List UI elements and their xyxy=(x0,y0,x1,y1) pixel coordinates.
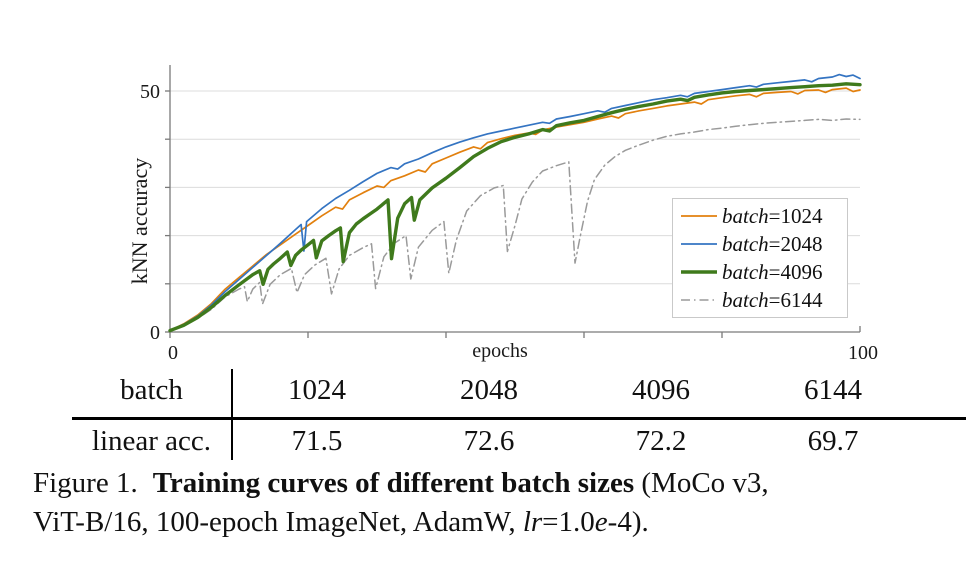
caption-segment: -4). xyxy=(607,506,649,538)
legend-label-value: =1024 xyxy=(768,203,823,228)
caption-segment: ViT-B/16, 100-epoch ImageNet, AdamW, xyxy=(33,506,523,538)
series-line-batch-2048 xyxy=(169,73,861,332)
legend-label-variable: batch xyxy=(722,203,769,228)
table-vertical-rule xyxy=(231,369,233,460)
series-line-batch-4096 xyxy=(168,82,862,333)
legend-label: batch=2048 xyxy=(722,232,823,257)
table-row-label: linear acc. xyxy=(91,425,212,457)
legend-label-value: =6144 xyxy=(768,287,823,312)
x-tick-label: 0 xyxy=(168,342,178,362)
caption-line: ViT-B/16, 100-epoch ImageNet, AdamW, lr=… xyxy=(33,503,958,542)
legend-label-variable: batch xyxy=(722,259,769,284)
caption-segment: (MoCo v3, xyxy=(634,467,769,499)
results-table: batch 1024 2048 4096 6144 linear acc. 71.5 72.… xyxy=(72,366,966,460)
caption-line: Figure 1. Training curves of different ba… xyxy=(33,464,958,503)
figure-caption: Figure 1. Training curves of different ba… xyxy=(33,464,958,542)
legend-label: batch=6144 xyxy=(722,288,823,313)
table-cell: 72.6 xyxy=(463,425,515,457)
y-axis-title: kNN accuracy xyxy=(127,158,152,284)
legend-label-variable: batch xyxy=(722,287,769,312)
chart-legend: batch=1024 batch=2048 batch=4096 batch=6144 xyxy=(672,198,848,318)
legend-line-sample xyxy=(681,270,717,274)
legend-item-batch-1024: batch=1024 xyxy=(673,204,847,229)
table-header-row: batch 1024 2048 4096 6144 xyxy=(72,366,919,414)
table-cell: 72.2 xyxy=(635,425,687,457)
y-tick-label: 0 xyxy=(150,322,160,344)
series-line-batch-6144 xyxy=(169,118,861,332)
table-cell: 71.5 xyxy=(291,425,343,457)
y-tick-label: 50 xyxy=(140,81,160,103)
caption-segment: =1.0 xyxy=(542,506,595,538)
caption-segment: lr xyxy=(522,506,543,538)
table-cell: 69.7 xyxy=(807,425,859,457)
table-data-row: linear acc. 71.5 72.6 72.2 69.7 xyxy=(72,422,919,460)
legend-item-batch-4096: batch=4096 xyxy=(673,260,847,285)
legend-label: batch=4096 xyxy=(722,260,823,285)
legend-label-value: =2048 xyxy=(768,231,823,256)
x-tick-label: 100 xyxy=(848,342,878,362)
legend-line-sample xyxy=(681,215,717,217)
legend-label: batch=1024 xyxy=(722,204,823,229)
table-cell: 1024 xyxy=(288,374,346,406)
legend-label-variable: batch xyxy=(722,231,769,256)
legend-label-value: =4096 xyxy=(768,259,823,284)
legend-item-batch-6144: batch=6144 xyxy=(673,288,847,313)
table-cell: 6144 xyxy=(804,374,862,406)
legend-line-sample xyxy=(681,299,717,301)
caption-segment: e xyxy=(594,506,608,538)
x-axis-title: epochs xyxy=(472,340,528,362)
table-horizontal-rule xyxy=(72,417,966,420)
legend-line-sample xyxy=(681,243,717,245)
table-header-label: batch xyxy=(120,374,183,406)
caption-segment: Figure 1. xyxy=(33,467,138,499)
table-cell: 4096 xyxy=(632,374,690,406)
caption-segment: Training curves of different batch sizes xyxy=(152,467,635,499)
training-curves-chart: 0 50 0 100 epochs kNN accuracy xyxy=(127,65,878,362)
table-cell: 2048 xyxy=(460,374,518,406)
legend-item-batch-2048: batch=2048 xyxy=(673,232,847,257)
